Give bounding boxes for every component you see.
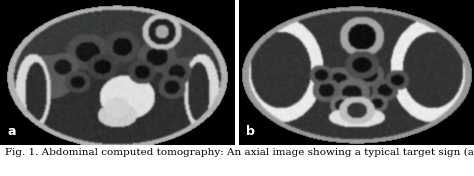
Text: a: a: [7, 125, 16, 138]
Text: b: b: [246, 125, 255, 138]
Text: Fig. 1. Abdominal computed tomography: An axial image showing a typical target s: Fig. 1. Abdominal computed tomography: A…: [5, 148, 474, 157]
